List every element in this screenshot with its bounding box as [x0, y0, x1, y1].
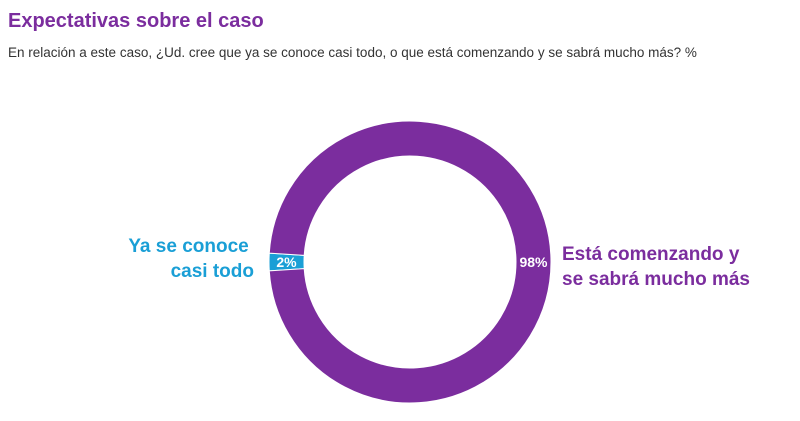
- slice-label-conoce: Ya se conoce casi todo: [128, 236, 254, 282]
- donut-ring: 2% 98%: [268, 120, 552, 404]
- slice-label-conoce-line-1: Ya se conoce: [128, 236, 248, 257]
- donut-labels: Ya se conoce casi todo Está comenzando y…: [128, 236, 750, 290]
- slice-label-comenzando-line-1: Está comenzando y: [562, 244, 740, 265]
- chart-title: Expectativas sobre el caso: [8, 10, 264, 32]
- slice-value-comenzando: 98%: [519, 254, 548, 270]
- slice-label-comenzando: Está comenzando y se sabrá mucho más: [562, 244, 750, 290]
- chart-subtitle: En relación a este caso, ¿Ud. cree que y…: [8, 45, 697, 60]
- slice-label-conoce-line-2: casi todo: [171, 261, 254, 282]
- slice-label-comenzando-line-2: se sabrá mucho más: [562, 269, 750, 290]
- slice-comenzando: [268, 120, 552, 404]
- slice-value-conoce: 2%: [276, 254, 297, 270]
